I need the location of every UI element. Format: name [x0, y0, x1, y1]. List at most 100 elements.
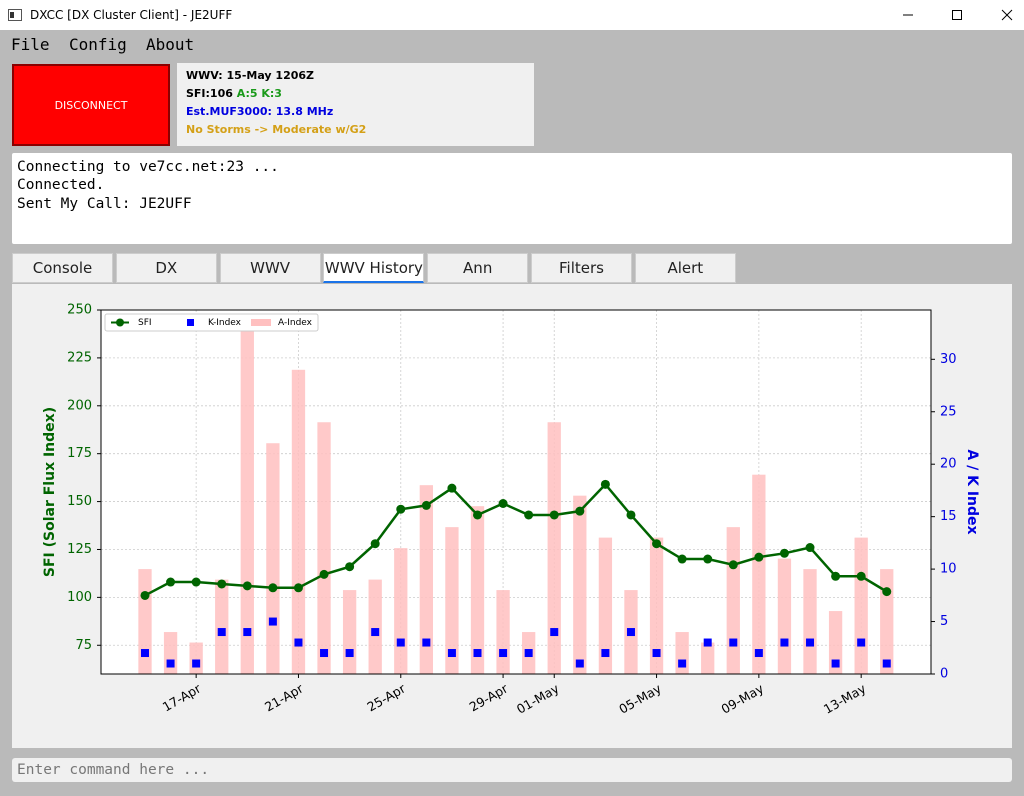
- bar: [266, 443, 280, 674]
- x-tick-label: 17-Apr: [160, 680, 204, 714]
- sfi-point: [677, 554, 687, 564]
- y-tick-label: 100: [67, 590, 92, 605]
- plot-area: [101, 310, 931, 674]
- y-tick-label: 225: [67, 350, 92, 365]
- k-point: [780, 638, 789, 647]
- k-point: [166, 659, 175, 668]
- console-output: Connecting to ve7cc.net:23 ... Connected…: [12, 153, 1012, 244]
- status-panel: WWV: 15-May 1206Z SFI:106 A:5 K:3 Est.MU…: [177, 63, 534, 146]
- sfi-point: [166, 577, 176, 587]
- bar: [726, 527, 740, 674]
- k-point: [550, 628, 559, 637]
- menu-item[interactable]: File: [11, 35, 50, 54]
- y-tick-label: 75: [75, 638, 92, 653]
- command-input[interactable]: Enter command here ...: [12, 758, 1012, 782]
- bar: [701, 642, 715, 674]
- k-point: [524, 649, 533, 658]
- k-point: [192, 659, 201, 668]
- y-tick-label: 250: [67, 303, 92, 318]
- y-tick-label: 125: [67, 542, 92, 557]
- bar: [368, 579, 382, 674]
- k-point: [729, 638, 738, 647]
- legend-label: SFI: [138, 318, 152, 328]
- x-tick-label: 01-May: [514, 680, 562, 716]
- bar: [649, 537, 664, 674]
- tab[interactable]: Console: [12, 253, 113, 283]
- tab[interactable]: DX: [115, 253, 217, 283]
- k-point: [806, 638, 815, 647]
- sfi-point: [370, 539, 380, 549]
- app-icon: [8, 9, 22, 21]
- k-point: [857, 638, 866, 647]
- console-line: Connecting to ve7cc.net:23 ...: [17, 159, 279, 175]
- sfi-point: [600, 479, 610, 489]
- sfi-point: [396, 504, 406, 514]
- bar: [880, 569, 894, 674]
- title-bar: DXCC [DX Cluster Client] - JE2UFF: [0, 0, 1024, 30]
- chart-panel: 75 100 125 150 175 200 225 250 0 5 10 15 20 25 30 17-Ap…: [12, 284, 1012, 748]
- y-axis-label: SFI (Solar Flux Index): [42, 407, 58, 577]
- bar: [598, 537, 613, 674]
- y2-tick-label: 30: [940, 352, 957, 367]
- k-point: [754, 649, 763, 658]
- k-point: [243, 628, 252, 637]
- sfi-point: [779, 548, 789, 558]
- k-point: [447, 649, 456, 658]
- x-tick-label: 09-May: [719, 680, 767, 716]
- legend-label: K-Index: [208, 318, 242, 328]
- storm-line: No Storms -> Moderate w/G2: [186, 123, 367, 136]
- legend-box: [104, 313, 319, 332]
- tab[interactable]: Filters: [531, 253, 632, 283]
- x-tick-label: 25-Apr: [364, 680, 408, 714]
- sfi-point: [140, 590, 150, 600]
- sfi-point: [882, 587, 892, 597]
- k-point: [575, 659, 584, 668]
- bar: [445, 527, 459, 674]
- bar: [240, 327, 254, 674]
- bar: [803, 569, 817, 674]
- menu-item[interactable]: Config: [69, 35, 127, 54]
- bar: [138, 569, 152, 674]
- y2-tick-label: 20: [940, 457, 957, 472]
- bar: [189, 642, 203, 674]
- k-point: [320, 649, 329, 658]
- menu-item[interactable]: About: [146, 35, 195, 54]
- y2-tick-label: 5: [940, 614, 948, 629]
- tab[interactable]: Ann: [427, 253, 529, 283]
- console-line: Sent My Call: JE2UFF: [17, 196, 192, 212]
- sfi-point: [191, 577, 201, 587]
- sfi-point: [549, 510, 559, 520]
- k-point: [217, 628, 226, 637]
- sfi-point: [856, 571, 866, 581]
- bar: [317, 422, 331, 674]
- sfi-point: [498, 498, 508, 508]
- bar: [828, 611, 843, 674]
- y2-tick-label: 10: [940, 562, 957, 577]
- bar: [342, 590, 357, 674]
- sfi-point: [217, 579, 227, 589]
- k-point: [345, 649, 354, 658]
- tab[interactable]: Alert: [634, 253, 736, 283]
- wwv-line: WWV: 15-May 1206Z: [186, 69, 315, 82]
- bar: [752, 474, 766, 674]
- sfi-point: [473, 510, 483, 520]
- k-point: [396, 638, 405, 647]
- disconnect-button[interactable]: DISCONNECT: [12, 64, 170, 146]
- sfi-point: [268, 583, 278, 593]
- k-point: [678, 659, 687, 668]
- tab[interactable]: WWV History: [323, 253, 425, 283]
- y2-tick-label: 15: [940, 509, 957, 524]
- window-controls[interactable]: [880, 0, 1024, 30]
- sfi-point: [652, 539, 662, 549]
- bar: [291, 369, 306, 674]
- k-point: [268, 617, 277, 626]
- k-point: [703, 638, 712, 647]
- k-point: [831, 659, 840, 668]
- tab[interactable]: WWV: [219, 253, 321, 283]
- console-line: Connected.: [17, 177, 105, 193]
- k-point: [140, 649, 149, 658]
- x-tick-label: 21-Apr: [262, 680, 306, 714]
- sfi-point: [703, 554, 713, 564]
- k-point: [626, 628, 635, 637]
- sfi-point: [805, 543, 815, 553]
